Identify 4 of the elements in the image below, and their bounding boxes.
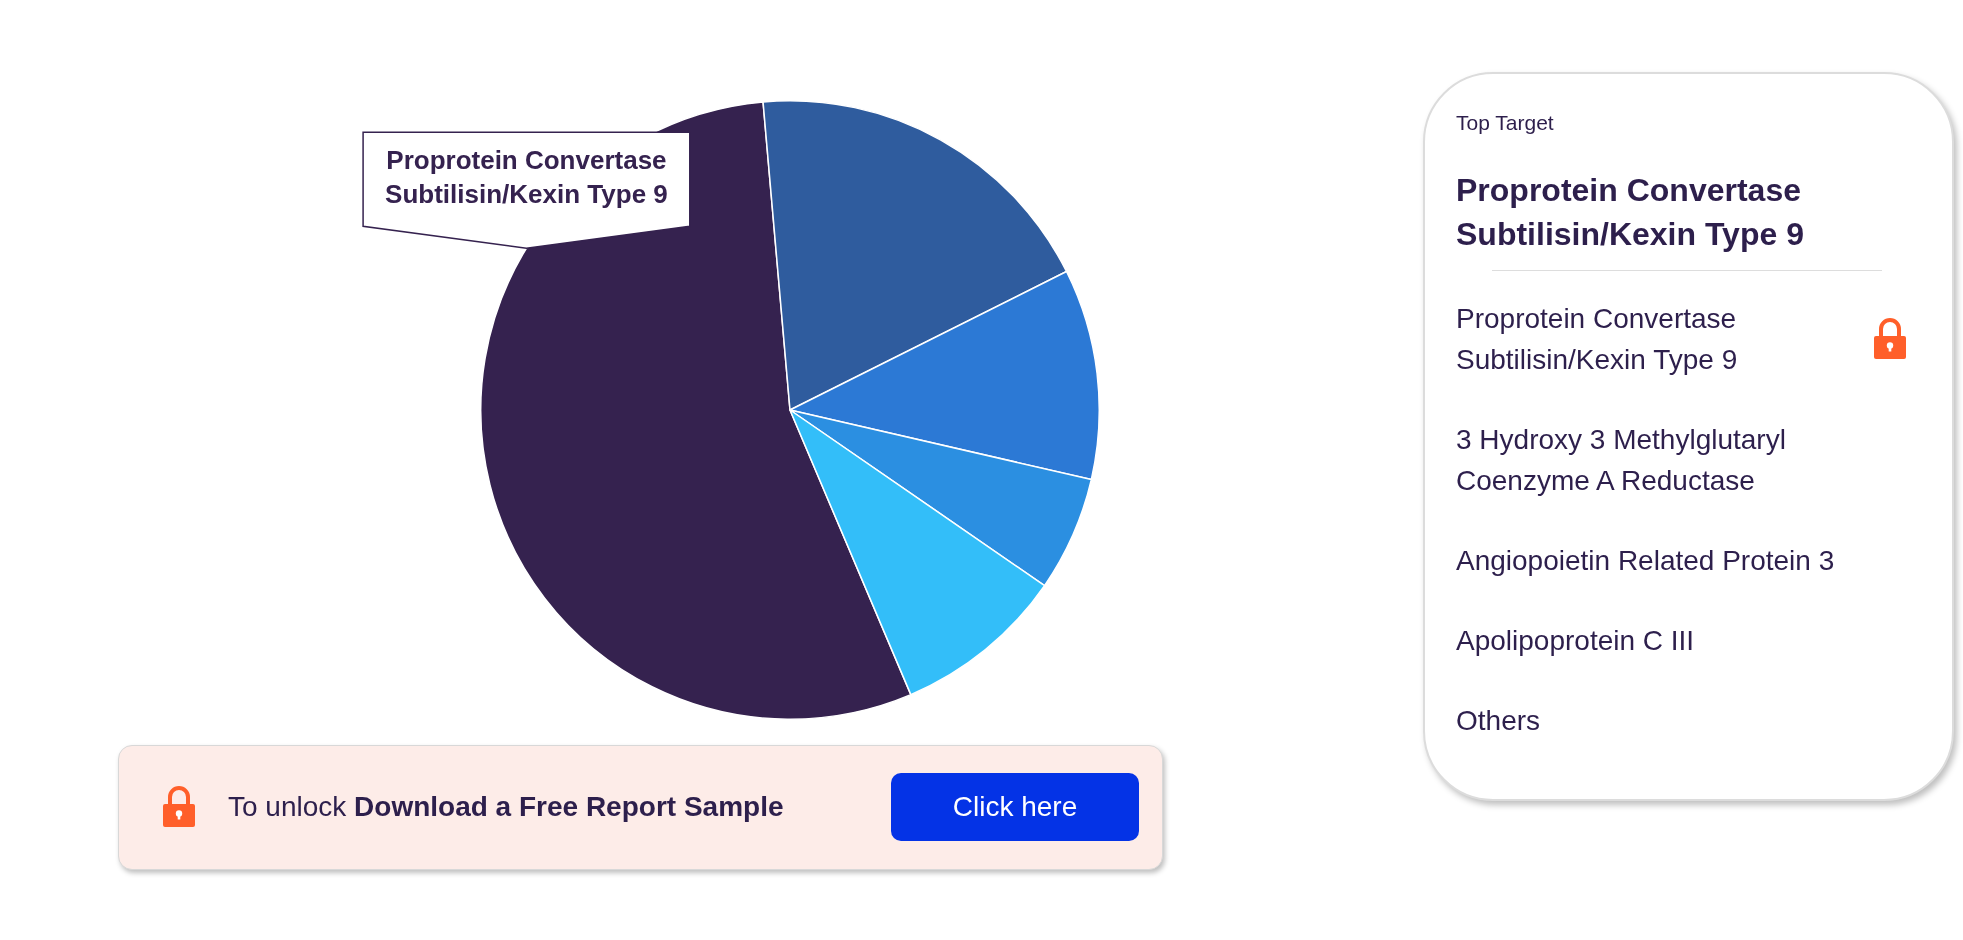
card: Top Target Proprotein Convertase Subtilisin/Kexin Type 9 Proprotein Convertase Subtilisin/Kexin Type 9 3 Hydroxy 3 Methylglutaryl Coenzyme A Reductase Angiopoietin Related Protein 3 Apolipoprotein C III Others xyxy=(1423,72,1954,801)
slice-label: Proprotein Convertase Subtilisin/Kexin Type 9 xyxy=(385,145,668,210)
banner: To unlock Download a Free Report Sample Click here xyxy=(118,745,1163,870)
button: Click here xyxy=(891,773,1139,841)
